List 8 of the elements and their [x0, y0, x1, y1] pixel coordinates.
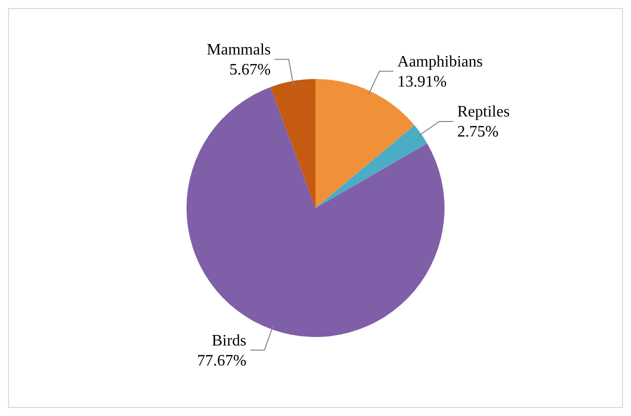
slice-label: Aamphibians — [397, 53, 483, 70]
slice-label: Birds — [212, 332, 246, 350]
data-label: 77.67% — [197, 352, 246, 370]
data-label: 5.67% — [229, 62, 271, 79]
slice-label: Mammals — [206, 42, 271, 59]
data-label: 2.75% — [457, 124, 499, 141]
data-label: 13.91% — [397, 73, 447, 90]
slice-label: Reptiles — [457, 104, 510, 121]
